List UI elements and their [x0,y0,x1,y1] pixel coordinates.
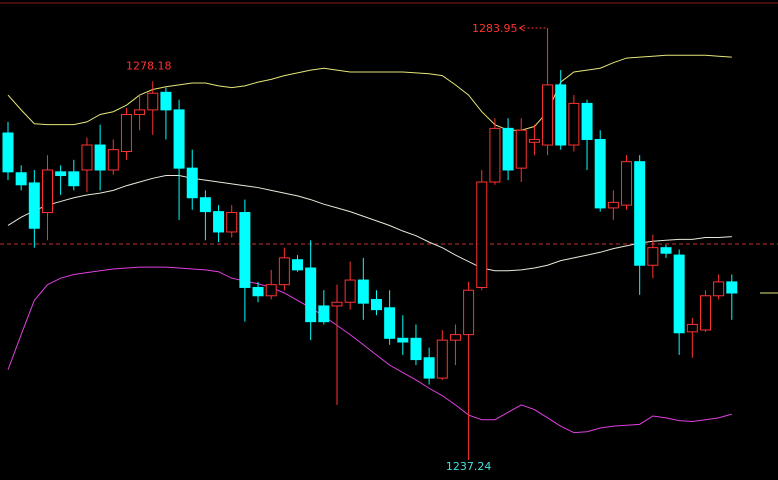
candle-body [463,289,475,336]
candle-body [147,92,159,111]
candle-body [15,172,27,186]
candle-body [673,254,685,334]
high-annotation: 1283.95 [472,22,518,35]
candle-body [357,279,369,304]
candle-body [713,281,725,297]
candle-body [186,167,198,199]
candle-body [252,286,264,297]
candle-body [81,144,93,171]
candle-body [213,211,225,233]
candle-body [528,138,540,143]
candle-body [68,171,80,187]
candle-body [292,259,304,271]
candle-body [555,84,567,146]
candle-body [370,298,382,311]
candle-body [160,91,172,111]
annotation-arrowhead [518,24,525,32]
candle-body [660,247,672,254]
candle-body [621,161,633,206]
candle-body [41,169,53,214]
candle-body [502,127,514,171]
band-line [7,266,732,434]
candle-body [199,197,211,213]
candle-body [331,301,343,307]
candle-body [318,305,330,323]
candle-body [699,295,711,331]
candle-body [410,337,422,361]
candle-body [2,132,14,173]
candle-body [28,182,40,229]
candle-body [120,113,132,152]
candle-body [278,257,290,286]
candle-body [134,109,146,115]
candle-body [476,181,488,288]
candle-body [384,307,396,339]
candle-body [726,281,738,294]
candle-body [542,84,554,146]
candle-body [107,149,119,171]
candle-body [607,201,619,209]
candle-body [489,127,501,183]
candle-body [55,171,67,177]
candle-body [173,109,185,169]
candle-body [94,144,106,171]
candle-body [397,337,409,343]
candle-body [634,161,646,266]
candle-body [686,323,698,333]
candle-body [226,212,238,233]
candle-body [344,279,356,303]
candle-body [647,247,659,266]
candle-body [449,334,461,341]
candle-body [594,138,606,209]
candle-body [581,102,593,140]
band-line [7,54,732,131]
low-annotation: 1237.24 [446,460,492,473]
candle-body [265,284,277,297]
candle-body [423,357,435,379]
candle-body [239,212,251,288]
high-annotation: 1278.18 [126,59,172,72]
band-line [7,175,732,272]
candle-body [568,102,580,146]
candle-body [305,267,317,323]
candle-body [515,129,527,169]
candle-body [436,339,448,379]
